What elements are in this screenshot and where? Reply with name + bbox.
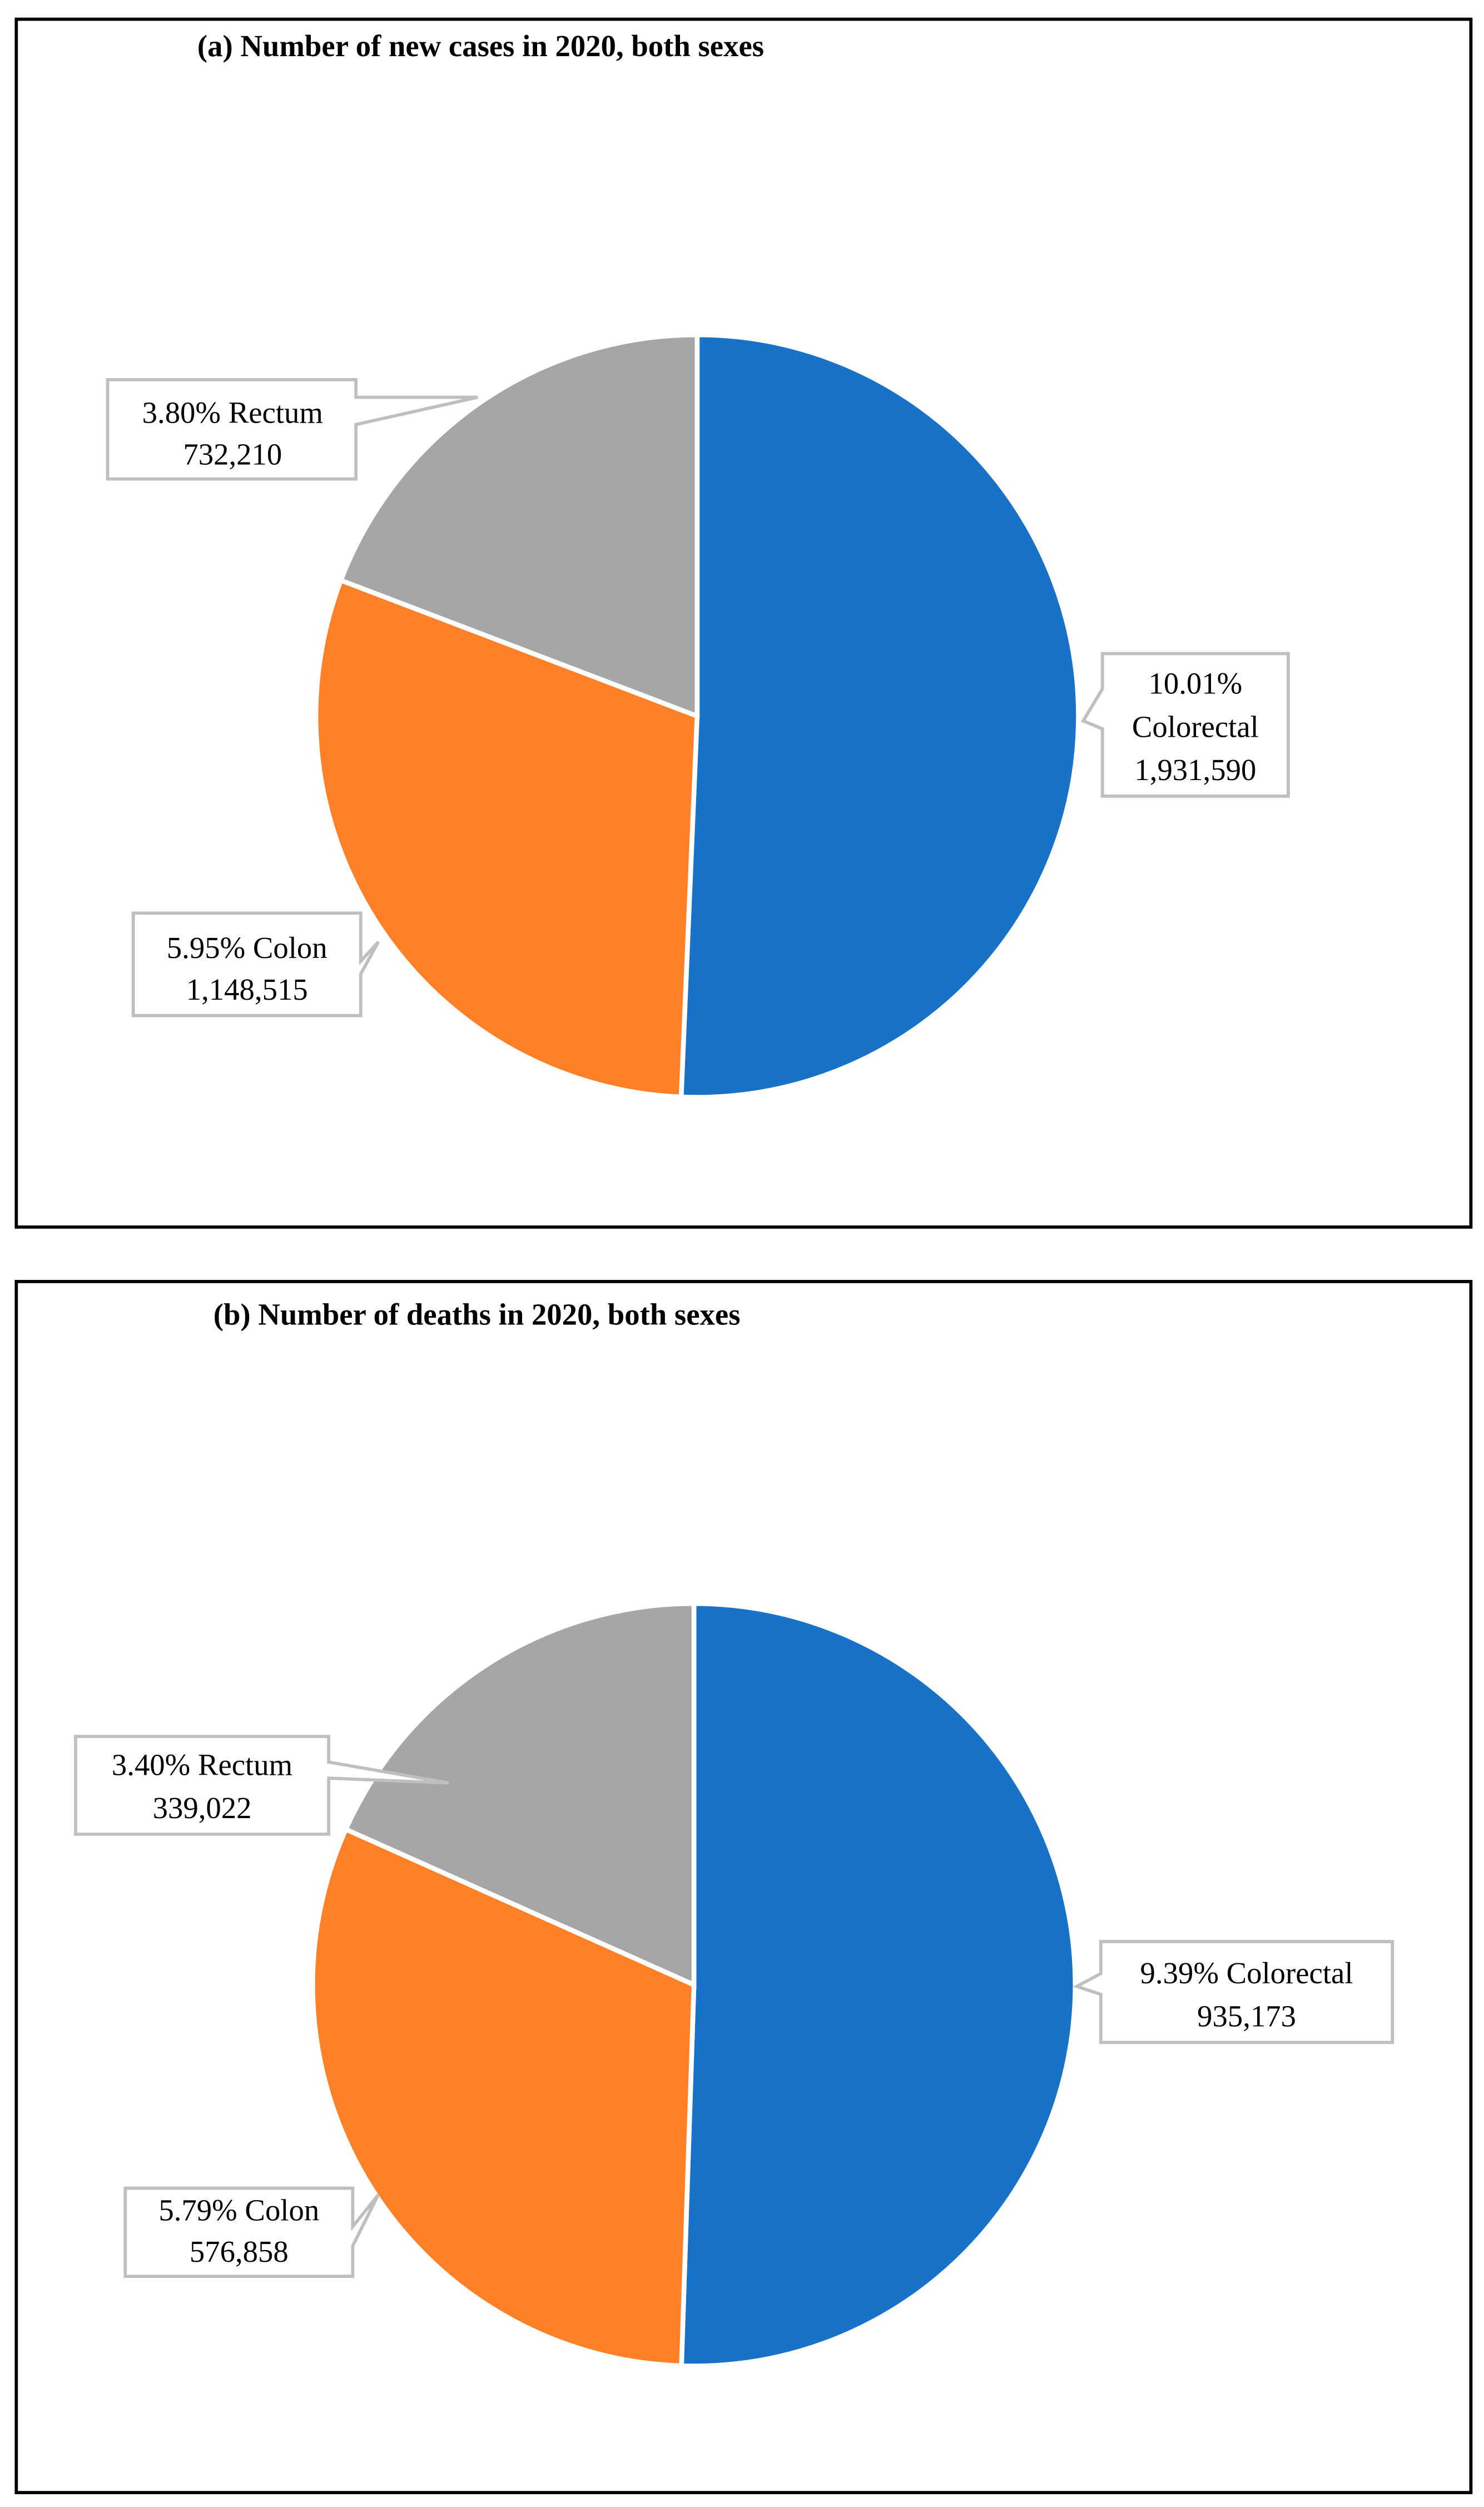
panel-a: (a) Number of new cases in 2020, both se… bbox=[14, 17, 1473, 1229]
pie-a bbox=[313, 332, 1081, 1100]
svg-text:Colorectal: Colorectal bbox=[1132, 709, 1259, 743]
svg-text:732,210: 732,210 bbox=[183, 438, 282, 471]
svg-text:5.95% Colon: 5.95% Colon bbox=[167, 931, 327, 965]
svg-text:5.79% Colon: 5.79% Colon bbox=[158, 2193, 319, 2227]
pie-a-slice-rectum bbox=[338, 332, 700, 720]
svg-text:576,858: 576,858 bbox=[190, 2235, 289, 2268]
label-b-colon: 5.79% Colon 576,858 bbox=[123, 2186, 380, 2278]
svg-text:935,173: 935,173 bbox=[1197, 1999, 1296, 2033]
svg-text:3.80% Rectum: 3.80% Rectum bbox=[142, 396, 323, 430]
label-b-colorectal: 9.39% Colorectal 935,173 bbox=[1073, 1940, 1394, 2044]
label-a-colon: 5.95% Colon 1,148,515 bbox=[131, 911, 380, 1017]
svg-text:9.39% Colorectal: 9.39% Colorectal bbox=[1140, 1956, 1353, 1990]
pie-a-slice-colon bbox=[313, 577, 700, 1100]
pie-a-slice-colorectal bbox=[678, 332, 1081, 1100]
panel-a-title: (a) Number of new cases in 2020, both se… bbox=[197, 29, 764, 63]
pie-b-slice-colorectal bbox=[679, 1601, 1078, 2369]
svg-text:339,022: 339,022 bbox=[153, 1791, 252, 1825]
svg-text:10.01%: 10.01% bbox=[1148, 667, 1242, 701]
panel-b-title: (b) Number of deaths in 2020, both sexes bbox=[214, 1298, 741, 1332]
label-a-colorectal: 10.01% Colorectal 1,931,590 bbox=[1080, 652, 1290, 798]
svg-text:1,931,590: 1,931,590 bbox=[1134, 753, 1256, 787]
label-b-rectum: 3.40% Rectum 339,022 bbox=[74, 1735, 449, 1836]
svg-text:3.40% Rectum: 3.40% Rectum bbox=[112, 1748, 292, 1781]
label-a-rectum: 3.80% Rectum 732,210 bbox=[106, 378, 478, 481]
pie-b-slice-colon bbox=[310, 1826, 697, 2369]
panel-b: (b) Number of deaths in 2020, both sexes… bbox=[14, 1280, 1473, 2494]
pie-b bbox=[310, 1601, 1078, 2369]
svg-text:1,148,515: 1,148,515 bbox=[186, 972, 308, 1006]
